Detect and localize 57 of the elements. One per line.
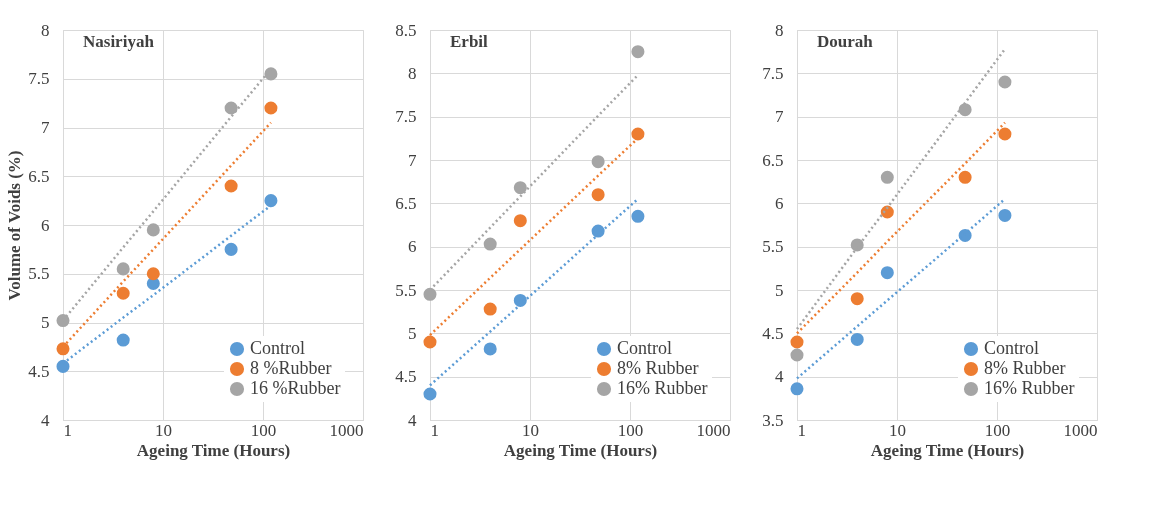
legend-label: 16% Rubber [617,378,708,398]
y-tick-label: 3.5 [762,410,784,430]
y-tick-label: 6 [41,215,50,235]
x-axis-title: Ageing Time (Hours) [136,440,291,460]
y-tick-label: 7 [41,118,50,137]
y-tick-label: 7 [408,150,417,170]
x-tick-label: 10 [522,420,539,440]
y-tick-label: 5 [41,313,50,332]
y-axis-title: Volume of Voids (%) [5,150,25,301]
y-tick-label: 6 [775,193,784,213]
x-tick-label: 1000 [696,420,731,440]
y-tick-label: 4 [408,410,417,430]
y-tick-label: 7.5 [395,107,417,127]
chart-title: Dourah [817,32,874,51]
x-tick-label: 1000 [329,420,364,440]
y-tick-label: 6.5 [762,150,784,170]
y-tick-label: 7.5 [28,69,50,89]
y-tick-label: 4 [775,367,784,387]
legend-label: 8% Rubber [984,358,1066,378]
y-tick-label: 8 [408,63,417,83]
x-axis-title: Ageing Time (Hours) [503,440,658,460]
legend-label: 8 %Rubber [250,358,332,378]
x-tick-label: 1 [63,420,72,440]
y-tick-label: 6 [408,237,417,257]
y-tick-label: 4.5 [395,367,417,387]
chart-title: Erbil [450,32,489,51]
legend-label: 16% Rubber [984,378,1075,398]
y-tick-label: 4.5 [762,323,784,343]
y-tick-label: 5 [408,323,417,343]
y-tick-label: 5 [775,280,784,300]
x-axis-title: Ageing Time (Hours) [870,440,1025,460]
y-tick-label: 5.5 [395,280,417,300]
x-tick-label: 1 [430,420,439,440]
legend-label: 16 %Rubber [250,378,341,398]
x-tick-label: 100 [984,420,1011,440]
legend-label: 8% Rubber [617,358,699,378]
legend-label: Control [617,338,673,358]
y-tick-label: 6.5 [395,193,417,213]
x-tick-label: 100 [617,420,644,440]
legend-label: Control [984,338,1040,358]
x-tick-label: 10 [889,420,906,440]
y-tick-label: 5.5 [28,264,50,284]
y-tick-label: 8 [775,20,784,40]
y-tick-label: 4.5 [28,361,50,381]
x-tick-label: 10 [155,420,172,440]
x-tick-label: 1000 [1063,420,1098,440]
y-tick-label: 8.5 [395,20,417,40]
y-tick-label: 5.5 [762,237,784,257]
y-tick-label: 7.5 [762,63,784,83]
x-tick-label: 1 [797,420,806,440]
y-tick-label: 4 [41,410,50,430]
y-tick-label: 8 [41,20,50,40]
x-tick-label: 100 [250,420,277,440]
y-tick-label: 6.5 [28,166,50,186]
y-tick-label: 7 [775,107,784,127]
chart-title: Nasiriyah [83,32,155,51]
legend-label: Control [250,338,306,358]
